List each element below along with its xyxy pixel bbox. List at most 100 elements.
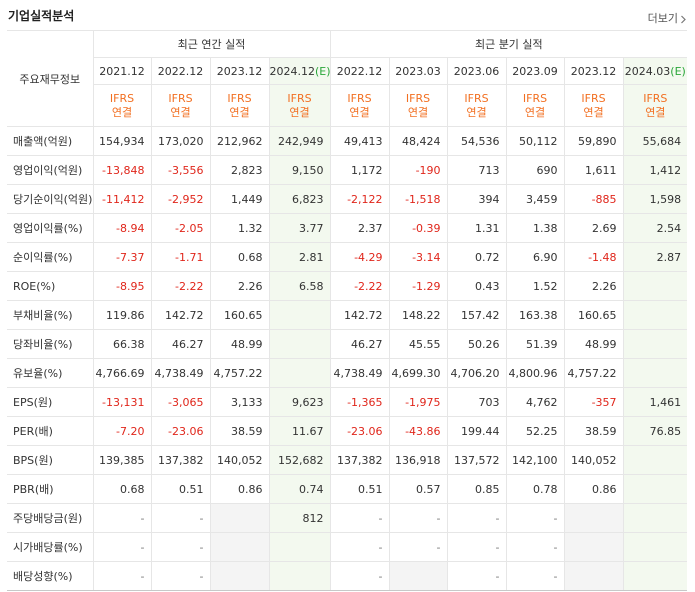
value-cell: 4,762 [505,387,565,417]
value-cell: 1.32 [209,213,270,243]
data-row: 영업이익(억원) -13,848 -3,556 2,823 9,150 1,172 -190… [7,155,688,185]
data-row: BPS(원) 139,385 137,382 140,052 152,682 137,38… [7,445,688,475]
value-cell: 4,706.20 [446,358,507,388]
data-row: 순이익률(%) -7.37 -1.71 0.68 2.81 -4.29 -3.14 0.72 6… [7,242,688,272]
value-cell [622,358,688,388]
value-cell: 1,412 [622,155,688,185]
value-cell: 76.85 [622,416,688,446]
basis-header: IFRS 연결 [209,84,270,127]
basis-header: IFRS 연결 [505,84,565,127]
period-header: 2023.06 [446,57,507,85]
value-cell: - [150,561,211,591]
value-cell: -1,975 [388,387,448,417]
scope: 연결 [289,105,310,119]
value-cell: - [329,561,390,591]
financial-table: 주요재무정보 최근 연간 실적 최근 분기 실적 2021.12 2022.12 2023… [7,30,688,591]
value-cell [268,358,331,388]
value-cell: -1.71 [150,242,211,272]
value-cell: 4,766.69 [92,358,152,388]
more-link[interactable]: 더보기 [648,10,687,26]
value-cell: -43.86 [388,416,448,446]
value-cell: -2,952 [150,184,211,214]
value-cell: 690 [505,155,565,185]
value-cell: 2.87 [622,242,688,272]
value-cell: 139,385 [92,445,152,475]
table-head: 주요재무정보 최근 연간 실적 최근 분기 실적 2021.12 2022.12 2023… [7,30,688,127]
value-cell: 0.74 [268,474,331,504]
estimate-mark: (E) [315,64,331,78]
row-label: 순이익률(%) [7,242,94,272]
value-cell: 2.81 [268,242,331,272]
value-cell: - [388,503,448,533]
value-cell: 38.59 [209,416,270,446]
header-row: IFRS 연결 IFRS 연결 IFRS 연결 IFRS 연결 IFRS 연결 IFRS 연결 IFRS… [7,84,688,127]
basis-header: IFRS 연결 [388,84,448,127]
value-cell [563,503,624,533]
value-cell: 45.55 [388,329,448,359]
row-label: PBR(배) [7,474,94,504]
row-label: 주당배당금(원) [7,503,94,533]
value-cell: -8.94 [92,213,152,243]
value-cell: -7.37 [92,242,152,272]
row-label: BPS(원) [7,445,94,475]
period: 2021.12 [99,64,145,78]
value-cell [622,329,688,359]
value-cell [388,561,448,591]
header-row: 주요재무정보 최근 연간 실적 최근 분기 실적 [7,30,688,127]
scope: 연결 [466,105,487,119]
data-row: 당기순이익(억원) -11,412 -2,952 1,449 6,823 -2,122 -1… [7,184,688,214]
scope: 연결 [583,105,604,119]
more-text[interactable]: 더보기 [647,12,678,25]
row-label: 유보율(%) [7,358,94,388]
value-cell: 137,382 [329,445,390,475]
value-cell: -357 [563,387,624,417]
more-arrow[interactable] [680,15,687,24]
value-cell: - [505,561,565,591]
value-cell: 66.38 [92,329,152,359]
row-label: EPS(원) [7,387,94,417]
value-cell: 49,413 [329,126,390,156]
value-cell: 142,100 [505,445,565,475]
value-cell: 2.69 [563,213,624,243]
value-cell [209,561,270,591]
value-cell: 48.99 [563,329,624,359]
value-cell: 394 [446,184,507,214]
scope: 연결 [229,105,250,119]
value-cell: -3,065 [150,387,211,417]
value-cell: 3.77 [268,213,331,243]
scope: 연결 [349,105,370,119]
data-row: 배당성향(%) - - - - - [7,561,688,591]
value-cell: 137,572 [446,445,507,475]
value-cell: 1,172 [329,155,390,185]
value-cell: -1,518 [388,184,448,214]
period-header: 2021.12 [92,57,152,85]
period-header: 2023.09 [505,57,565,85]
value-cell: 0.68 [92,474,152,504]
value-cell: 4,738.49 [150,358,211,388]
value-cell: 2.26 [209,271,270,301]
value-cell: -8.95 [92,271,152,301]
period-header: 2023.12 [563,57,624,85]
value-cell: 51.39 [505,329,565,359]
period-header: 2023.03 [388,57,448,85]
value-cell: 2.54 [622,213,688,243]
data-row: 부채비율(%) 119.86 142.72 160.65 142.72 148.22 157… [7,300,688,330]
value-cell: 50.26 [446,329,507,359]
value-cell: 6,823 [268,184,331,214]
value-cell: 812 [268,503,331,533]
basis-header: IFRS 연결 [268,84,331,127]
value-cell: - [446,503,507,533]
value-cell: 38.59 [563,416,624,446]
header-row: 2021.12 2022.12 2023.12 2024.12(E) 2022.12 20… [7,57,688,85]
value-cell: -2.22 [150,271,211,301]
value-cell [622,300,688,330]
period-header: 2022.12 [329,57,390,85]
value-cell: -7.20 [92,416,152,446]
value-cell: -2.05 [150,213,211,243]
value-cell [622,561,688,591]
basis: IFRS [227,91,252,105]
period: 2023.12 [216,64,263,78]
value-cell: -3,556 [150,155,211,185]
value-cell: 2.26 [563,271,624,301]
